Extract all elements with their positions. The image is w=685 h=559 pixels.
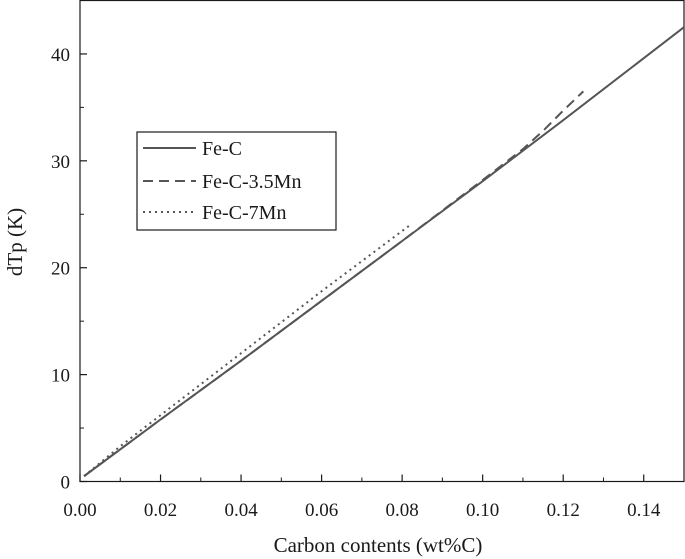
y-tick-label: 0 [61, 473, 71, 494]
x-tick-label: 0.02 [144, 500, 177, 521]
x-tick-label: 0.00 [63, 500, 96, 521]
y-tick-label: 40 [51, 45, 70, 66]
x-axis-title: Carbon contents (wt%C) [274, 533, 483, 557]
x-tick-label: 0.10 [466, 500, 499, 521]
x-tick-label: 0.12 [547, 500, 580, 521]
x-tick-label: 0.08 [386, 500, 419, 521]
legend-label-fe-c: Fe-C [202, 138, 242, 160]
x-tick-label: 0.06 [305, 500, 338, 521]
legend-label-fe-c-3-5mn: Fe-C-3.5Mn [202, 171, 301, 193]
x-tick-label: 0.04 [224, 500, 258, 521]
x-axis: 0.00 0.02 0.04 0.06 0.08 0.10 0.12 0.14 [63, 474, 661, 521]
y-axis: 0 10 20 30 40 [51, 45, 87, 494]
y-tick-label: 20 [51, 259, 70, 280]
legend: Fe-C Fe-C-3.5Mn Fe-C-7Mn [136, 131, 337, 231]
y-axis-title: dTp (K) [3, 208, 27, 276]
series-line-fe-c-3-5mn [83, 90, 585, 477]
series-line-fe-c-7mn [83, 224, 411, 477]
plot-frame [79, 0, 685, 483]
plot-lines [83, 26, 685, 477]
y-tick-label: 10 [51, 366, 70, 387]
x-tick-label: 0.14 [627, 500, 661, 521]
legend-label-fe-c-7mn: Fe-C-7Mn [202, 202, 286, 224]
y-tick-label: 30 [51, 152, 70, 173]
